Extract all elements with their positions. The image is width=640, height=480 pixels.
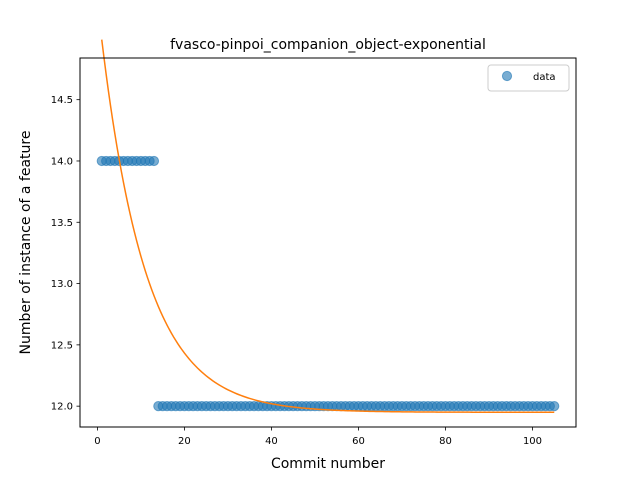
plot-area xyxy=(79,39,577,428)
axes-frame xyxy=(79,57,577,428)
fit-line xyxy=(101,39,555,414)
x-tick-label: 0 xyxy=(94,436,100,447)
x-axis-ticks: 0 20 40 60 80 100 xyxy=(94,427,542,447)
y-tick-label: 12.5 xyxy=(51,340,73,351)
legend: data xyxy=(487,64,570,92)
x-tick-label: 40 xyxy=(265,436,278,447)
y-axis-ticks: 12.0 12.5 13.0 13.5 14.0 14.5 xyxy=(51,95,80,413)
data-point xyxy=(148,155,160,167)
x-axis-label: Commit number xyxy=(271,456,385,472)
fit-curve xyxy=(101,39,555,414)
y-tick-label: 13.5 xyxy=(51,218,73,229)
chart-title: fvasco-pinpoi_companion_object-exponenti… xyxy=(170,37,486,53)
y-axis-label: Number of instance of a feature xyxy=(18,131,34,355)
data-point xyxy=(549,401,560,412)
legend-marker xyxy=(501,70,513,82)
x-tick-label: 60 xyxy=(352,436,365,447)
y-tick-label: 13.0 xyxy=(51,279,73,290)
y-tick-label: 14.0 xyxy=(51,156,73,167)
x-tick-label: 80 xyxy=(439,436,452,447)
x-tick-label: 20 xyxy=(178,436,191,447)
legend-frame xyxy=(487,64,570,92)
y-tick-label: 14.5 xyxy=(51,95,73,106)
legend-label: data xyxy=(533,72,556,83)
x-tick-label: 100 xyxy=(523,436,542,447)
y-tick-label: 12.0 xyxy=(51,402,73,413)
